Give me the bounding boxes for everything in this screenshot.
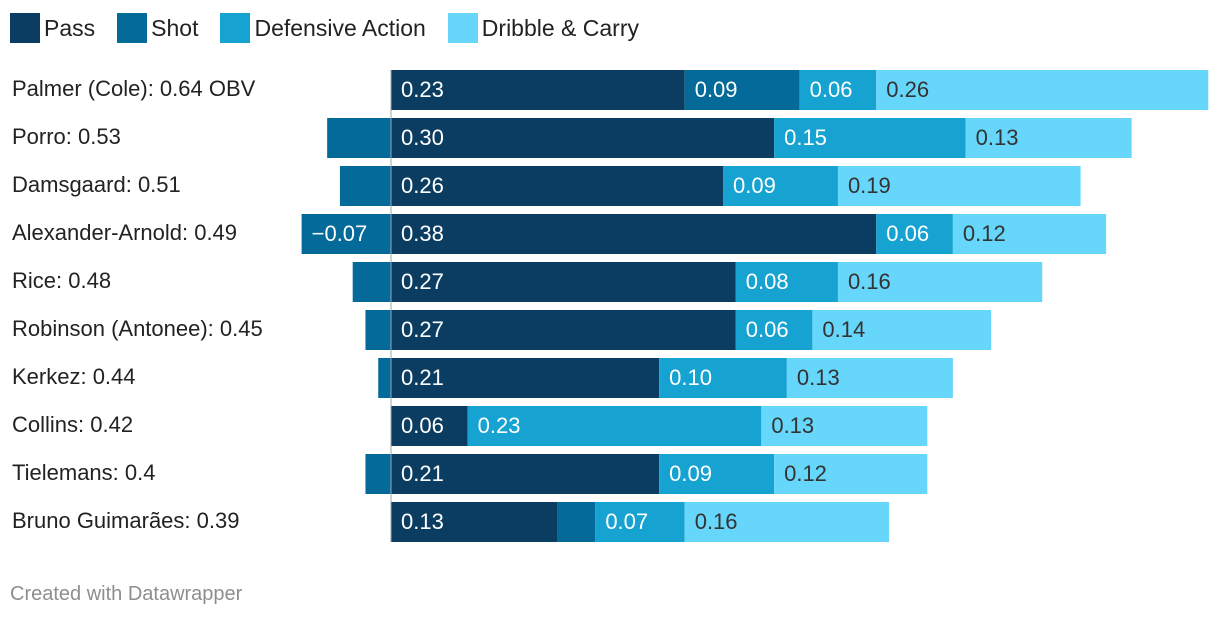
stacked-bar-chart: Palmer (Cole): 0.64 OBV 0.23 0.09 0.06 0.26 P… bbox=[12, 70, 1209, 542]
bar-dribble-carry bbox=[774, 454, 928, 494]
bar-defensive-action bbox=[799, 70, 877, 110]
bar-defensive-action bbox=[735, 310, 813, 350]
bar-pass bbox=[391, 166, 724, 206]
data-label-defensive-action: 0.06 bbox=[810, 77, 853, 102]
legend: Pass Shot Defensive Action Dribble & Car… bbox=[10, 12, 661, 44]
data-label-defensive-action: 0.23 bbox=[478, 413, 521, 438]
data-label-dribble-carry: 0.16 bbox=[695, 509, 738, 534]
bar-pass bbox=[391, 262, 736, 302]
legend-item-pass: Pass bbox=[10, 13, 95, 43]
row-label: Robinson (Antonee): 0.45 bbox=[12, 316, 263, 341]
bar-dribble-carry bbox=[837, 262, 1043, 302]
legend-item-defensive-action: Defensive Action bbox=[220, 13, 426, 43]
bar-dribble-carry bbox=[837, 166, 1081, 206]
legend-swatch-shot bbox=[117, 13, 148, 43]
bar-shot bbox=[327, 118, 391, 158]
data-label-dribble-carry: 0.13 bbox=[976, 125, 1019, 150]
data-label-dribble-carry: 0.13 bbox=[771, 413, 814, 438]
data-label-dribble-carry: 0.26 bbox=[886, 77, 929, 102]
data-label-pass: 0.13 bbox=[401, 509, 444, 534]
data-label-pass: 0.21 bbox=[401, 365, 444, 390]
bar-pass bbox=[391, 502, 558, 542]
data-label-dribble-carry: 0.16 bbox=[848, 269, 891, 294]
bar-dribble-carry bbox=[761, 406, 928, 446]
row-label: Rice: 0.48 bbox=[12, 268, 111, 293]
legend-label-dribble-carry: Dribble & Carry bbox=[481, 14, 640, 41]
data-label-dribble-carry: 0.14 bbox=[822, 317, 865, 342]
bar-defensive-action bbox=[876, 214, 953, 254]
legend-label-pass: Pass bbox=[44, 14, 96, 41]
bar-dribble-carry bbox=[812, 310, 992, 350]
bar-defensive-action bbox=[595, 502, 685, 542]
bar-pass bbox=[391, 70, 685, 110]
bar-shot bbox=[339, 166, 391, 206]
footer-credit: Created with Datawrapper bbox=[10, 583, 243, 605]
data-label-pass: 0.38 bbox=[401, 221, 444, 246]
legend-label-defensive-action: Defensive Action bbox=[254, 14, 426, 41]
bar-dribble-carry bbox=[684, 502, 890, 542]
data-label-pass: 0.27 bbox=[401, 269, 444, 294]
legend-swatch-pass bbox=[10, 13, 40, 43]
data-label-defensive-action: 0.09 bbox=[669, 461, 712, 486]
data-label-shot: 0.09 bbox=[695, 77, 738, 102]
data-label-defensive-action: 0.06 bbox=[886, 221, 929, 246]
bar-dribble-carry bbox=[876, 70, 1209, 110]
data-label-pass: 0.23 bbox=[401, 77, 444, 102]
bar-shot bbox=[365, 310, 391, 350]
data-label-shot: −0.07 bbox=[312, 221, 368, 246]
data-label-dribble-carry: 0.12 bbox=[784, 461, 827, 486]
bar-defensive-action bbox=[735, 262, 838, 302]
data-label-defensive-action: 0.07 bbox=[605, 509, 648, 534]
bar-shot bbox=[352, 262, 391, 302]
row-label: Bruno Guimarães: 0.39 bbox=[12, 508, 239, 533]
data-label-pass: 0.30 bbox=[401, 125, 444, 150]
bar-pass bbox=[391, 310, 736, 350]
bar-pass bbox=[391, 118, 775, 158]
data-label-dribble-carry: 0.13 bbox=[797, 365, 840, 390]
data-label-dribble-carry: 0.12 bbox=[963, 221, 1006, 246]
legend-swatch-defensive-action bbox=[220, 13, 251, 43]
bar-dribble-carry bbox=[786, 358, 953, 398]
data-label-dribble-carry: 0.19 bbox=[848, 173, 891, 198]
bar-dribble-carry bbox=[952, 214, 1107, 254]
bar-pass bbox=[391, 454, 660, 494]
bar-shot bbox=[365, 454, 391, 494]
bar-defensive-action bbox=[467, 406, 762, 446]
bar-dribble-carry bbox=[965, 118, 1132, 158]
data-label-pass: 0.06 bbox=[401, 413, 444, 438]
row-label: Kerkez: 0.44 bbox=[12, 364, 136, 389]
bar-defensive-action bbox=[659, 358, 787, 398]
bar-pass bbox=[391, 214, 877, 254]
data-label-pass: 0.21 bbox=[401, 461, 444, 486]
row-label: Tielemans: 0.4 bbox=[12, 460, 155, 485]
bar-pass bbox=[391, 358, 660, 398]
data-label-defensive-action: 0.08 bbox=[746, 269, 789, 294]
bar-shot bbox=[378, 358, 391, 398]
bar-defensive-action bbox=[659, 454, 775, 494]
data-label-pass: 0.27 bbox=[401, 317, 444, 342]
bar-shot bbox=[684, 70, 800, 110]
legend-item-shot: Shot bbox=[117, 13, 198, 43]
row-label: Palmer (Cole): 0.64 OBV bbox=[12, 76, 256, 101]
data-label-defensive-action: 0.06 bbox=[746, 317, 789, 342]
bar-defensive-action bbox=[774, 118, 966, 158]
legend-item-dribble-carry: Dribble & Carry bbox=[447, 13, 640, 43]
data-label-defensive-action: 0.10 bbox=[669, 365, 712, 390]
legend-swatch-dribble-carry bbox=[447, 13, 478, 43]
legend-label-shot: Shot bbox=[151, 14, 199, 41]
bar-shot bbox=[557, 502, 596, 542]
data-label-pass: 0.26 bbox=[401, 173, 444, 198]
bar-shot bbox=[301, 214, 391, 254]
data-label-defensive-action: 0.15 bbox=[784, 125, 827, 150]
row-label: Porro: 0.53 bbox=[12, 124, 121, 149]
row-label: Collins: 0.42 bbox=[12, 412, 133, 437]
data-label-defensive-action: 0.09 bbox=[733, 173, 776, 198]
row-label: Damsgaard: 0.51 bbox=[12, 172, 181, 197]
bar-defensive-action bbox=[723, 166, 838, 206]
row-label: Alexander-Arnold: 0.49 bbox=[12, 220, 237, 245]
bar-pass bbox=[391, 406, 468, 446]
